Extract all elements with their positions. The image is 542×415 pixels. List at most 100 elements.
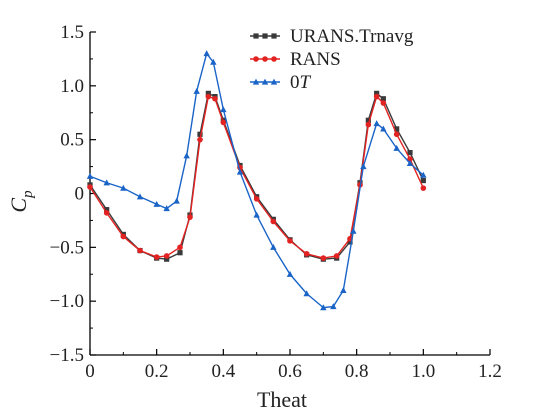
data-point: [340, 287, 347, 293]
data-point: [136, 193, 144, 200]
data-point: [120, 233, 127, 240]
data-point: [394, 126, 400, 132]
data-point: [177, 250, 183, 256]
data-point: [303, 290, 310, 297]
data-point: [205, 93, 212, 100]
data-point: [163, 253, 170, 259]
data-point: [393, 144, 400, 151]
data-point: [420, 177, 426, 184]
x-tick-label: 1.2: [478, 361, 502, 382]
data-point: [393, 131, 400, 138]
data-point: [203, 50, 210, 57]
data-point: [103, 210, 110, 216]
series-line: [89, 52, 424, 309]
y-tick-label: 1.5: [60, 22, 84, 43]
data-point: [347, 239, 353, 245]
x-tick-label: 0.4: [211, 361, 235, 382]
data-point: [286, 270, 294, 277]
data-point: [374, 90, 380, 96]
data-point: [177, 244, 183, 251]
series-2: [87, 93, 427, 261]
data-point: [360, 163, 367, 170]
data-point: [183, 152, 190, 159]
legend-marker: [262, 56, 268, 62]
data-point: [373, 93, 380, 100]
y-tick-label: 0: [75, 184, 85, 205]
legend-item-3: 0T: [250, 72, 312, 93]
data-point: [380, 96, 386, 102]
data-point: [407, 149, 413, 156]
data-point: [104, 207, 110, 213]
legend-marker: [262, 33, 268, 39]
data-point: [407, 156, 413, 162]
data-point: [163, 205, 170, 212]
legend-label-number: 0: [290, 72, 300, 93]
data-point: [380, 100, 387, 106]
data-point: [164, 256, 170, 262]
legend-label: URANS.Trnavg: [290, 26, 414, 47]
x-tick-label: 0: [85, 361, 95, 382]
data-point: [365, 121, 372, 128]
data-point: [350, 227, 357, 234]
data-point: [120, 184, 127, 191]
data-point: [193, 87, 200, 94]
data-point: [330, 303, 337, 310]
data-point: [236, 168, 244, 175]
x-tick-label: 1.0: [411, 361, 435, 382]
legend-marker: [261, 78, 269, 85]
data-point: [205, 90, 211, 96]
data-point: [420, 171, 427, 178]
series-line: [89, 92, 424, 260]
data-point: [320, 255, 327, 261]
y-tick-label: 0.5: [60, 130, 84, 151]
data-point: [270, 243, 277, 250]
data-point: [420, 185, 427, 191]
x-tick-label: 0.6: [278, 361, 302, 382]
data-point: [137, 247, 143, 254]
legend-marker: [271, 33, 277, 39]
x-tick-label: 0.8: [345, 361, 369, 382]
series-layer: [86, 50, 427, 311]
data-point: [187, 214, 193, 220]
y-tick-label: 1.0: [60, 76, 84, 97]
y-axis-title-main: C: [6, 198, 31, 213]
data-point: [253, 196, 260, 202]
data-point: [333, 253, 340, 259]
data-point: [287, 238, 293, 244]
legend-label-unit: T: [300, 72, 312, 93]
legend-marker: [253, 56, 259, 62]
data-point: [197, 136, 203, 143]
legend-label: RANS: [290, 49, 341, 70]
x-tick-label: 0.2: [145, 361, 169, 382]
data-point: [220, 106, 227, 113]
data-point: [197, 131, 203, 137]
legend-marker: [252, 78, 260, 85]
data-point: [270, 218, 277, 225]
data-point: [153, 200, 160, 207]
legend-item-2: RANS: [250, 49, 341, 70]
data-point: [365, 117, 371, 123]
series-3: [86, 50, 427, 311]
y-tick-label: −1.5: [50, 345, 84, 366]
legend-marker: [253, 33, 259, 39]
legend-marker: [271, 56, 277, 62]
legend-item-1: URANS.Trnavg: [250, 26, 414, 47]
legend-label: 0T: [290, 72, 312, 93]
data-point: [210, 58, 217, 65]
y-tick-label: −0.5: [50, 237, 84, 258]
data-point: [87, 184, 93, 190]
data-point: [303, 250, 310, 257]
data-point: [373, 120, 380, 127]
data-point: [212, 95, 218, 102]
data-point: [86, 172, 94, 179]
data-point: [406, 159, 414, 166]
x-axis-title: Theat: [257, 387, 307, 412]
data-point: [320, 304, 327, 311]
data-point: [220, 119, 227, 126]
y-axis-title-sub: p: [20, 190, 36, 199]
data-point: [103, 179, 110, 186]
y-tick-label: −1.0: [50, 291, 84, 312]
data-point: [153, 254, 160, 260]
